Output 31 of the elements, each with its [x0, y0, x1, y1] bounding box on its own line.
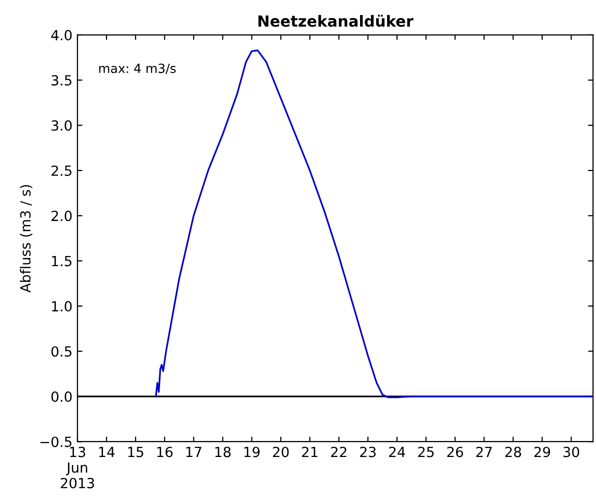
x-tick-label: 20	[272, 446, 289, 458]
x-tick-label: 27	[476, 446, 492, 458]
x-tick-label: 16	[157, 446, 173, 458]
x-tick-label: 24	[389, 446, 406, 458]
y-tick-label: 2.5	[52, 165, 72, 176]
x-tick-label: 15	[128, 446, 144, 458]
y-axis-title: Abfluss (m3 / s)	[20, 185, 32, 293]
annotation: max: 4 m3/s	[99, 64, 176, 74]
y-tick-label: 1.0	[52, 301, 72, 312]
y-tick-label: 0.5	[51, 346, 72, 357]
x-tick-label: 25	[418, 446, 434, 458]
x-tick-label: 29	[534, 446, 550, 458]
y-tick-label: 2.0	[52, 210, 72, 222]
x-tick-label: 21	[302, 446, 318, 458]
y-tick-label: 4.0	[51, 30, 72, 40]
x-tick-label: 18	[215, 446, 231, 458]
y-tick-label: 3.5	[52, 75, 72, 86]
y-tick-label: −0.5	[40, 436, 72, 448]
y-tick-label: 0.0	[51, 391, 72, 402]
x-tick-label: 28	[505, 446, 522, 458]
x-tick-label: 23	[360, 446, 376, 458]
x-tick-label: 19	[244, 446, 260, 458]
x-tick-label: 17	[186, 446, 202, 458]
chart-title: Neetzekanaldüker	[258, 14, 414, 27]
x-tick-label: 26	[447, 446, 464, 458]
x-tick-label: 30	[563, 446, 580, 458]
x-tick-label: 14	[99, 446, 115, 458]
y-tick-label: 3.0	[52, 120, 72, 131]
x-tick-label: 22	[331, 446, 346, 458]
y-tick-label: 1.5	[52, 256, 72, 266]
x-tick-label: 13 Jun 2013	[60, 446, 94, 488]
